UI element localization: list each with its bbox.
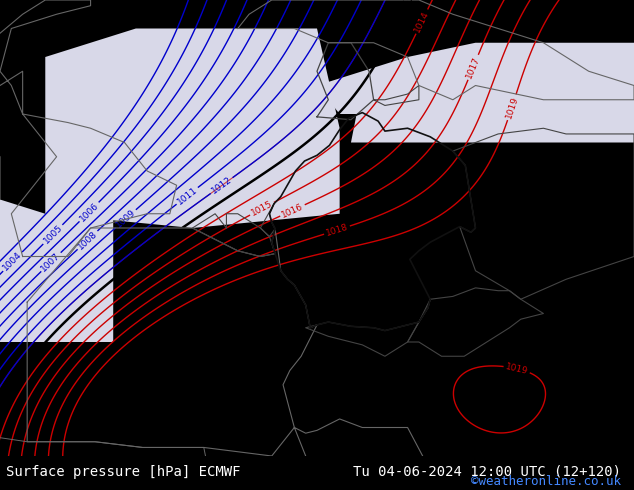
Text: 1009: 1009 [114, 208, 138, 230]
Text: 1007: 1007 [39, 251, 62, 273]
Text: 1019: 1019 [504, 95, 520, 120]
Polygon shape [0, 199, 113, 342]
Polygon shape [351, 43, 634, 143]
Text: 1019: 1019 [505, 362, 529, 376]
Text: 1005: 1005 [41, 223, 64, 246]
Text: Surface pressure [hPa] ECMWF: Surface pressure [hPa] ECMWF [6, 465, 241, 479]
Polygon shape [317, 57, 430, 114]
Text: 1012: 1012 [210, 175, 233, 196]
Text: 1004: 1004 [1, 250, 24, 273]
Text: 1008: 1008 [76, 229, 99, 251]
Polygon shape [45, 28, 340, 228]
Text: 1018: 1018 [325, 222, 349, 238]
Text: 1016: 1016 [280, 201, 305, 220]
Text: 1013: 1013 [397, 0, 417, 17]
Text: Tu 04-06-2024 12:00 UTC (12+120): Tu 04-06-2024 12:00 UTC (12+120) [353, 465, 621, 479]
Text: 1006: 1006 [78, 200, 100, 223]
Text: ©weatheronline.co.uk: ©weatheronline.co.uk [471, 475, 621, 489]
Text: 1011: 1011 [176, 185, 199, 206]
Text: 1015: 1015 [250, 199, 275, 218]
Text: 1014: 1014 [413, 9, 431, 34]
Text: 1017: 1017 [465, 55, 482, 80]
